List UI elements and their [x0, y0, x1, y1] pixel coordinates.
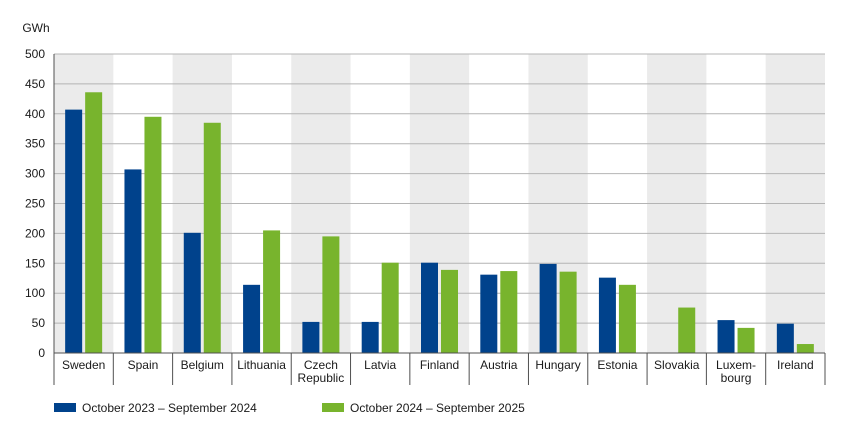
- y-tick-labels: 0 50 100 150 200 250 300 350 400 450 500: [25, 47, 45, 360]
- bar-hungary-series-1: [539, 263, 557, 353]
- axes: [53, 54, 826, 385]
- bar-belgium-series-1: [183, 232, 201, 353]
- bar-ireland-series-2: [796, 344, 814, 353]
- x-tick-labels: Sweden Spain Belgium Lithuania Czech Republic…: [62, 358, 814, 385]
- x-tick-ireland: Ireland: [777, 358, 814, 372]
- x-tick-finland: Finland: [420, 358, 459, 372]
- legend-swatch-1: [54, 403, 76, 412]
- bar-belgium-series-2: [203, 122, 221, 354]
- x-tick-sweden: Sweden: [62, 358, 105, 372]
- y-tick-100: 100: [25, 286, 45, 300]
- y-tick-300: 300: [25, 167, 45, 181]
- y-axis-label: GWh: [22, 21, 49, 35]
- bar-sweden-series-2: [85, 92, 103, 353]
- bar-lithuania-series-1: [243, 284, 261, 353]
- bar-estonia-series-1: [598, 277, 616, 353]
- y-tick-400: 400: [25, 107, 45, 121]
- y-tick-500: 500: [25, 47, 45, 61]
- bar-ireland-series-1: [776, 323, 794, 353]
- x-tick-slovakia: Slovakia: [654, 358, 700, 372]
- bar-estonia-series-2: [618, 284, 636, 353]
- y-tick-50: 50: [32, 316, 46, 330]
- bar-sweden-series-1: [65, 109, 83, 353]
- x-tick-belgium: Belgium: [181, 358, 224, 372]
- x-tick-estonia: Estonia: [597, 358, 637, 372]
- bar-czech-republic-series-1: [302, 321, 320, 353]
- legend-swatch-2: [322, 403, 344, 412]
- x-tick-luxembourg: Luxem-bourg: [716, 358, 756, 385]
- legend: October 2023 – September 2024 October 202…: [54, 401, 525, 415]
- bar-finland-series-1: [421, 262, 438, 353]
- x-tick-spain: Spain: [128, 358, 159, 372]
- x-tick-austria: Austria: [480, 358, 518, 372]
- gridlines: [54, 53, 825, 324]
- bar-latvia-series-2: [381, 262, 399, 353]
- legend-label-1: October 2023 – September 2024: [82, 401, 257, 415]
- x-tick-czech-republic: Czech Republic: [298, 358, 345, 385]
- y-tick-150: 150: [25, 256, 45, 270]
- bar-austria-series-2: [500, 271, 518, 353]
- x-tick-lithuania: Lithuania: [237, 358, 286, 372]
- legend-label-2: October 2024 – September 2025: [350, 401, 525, 415]
- y-tick-450: 450: [25, 77, 45, 91]
- y-tick-0: 0: [38, 346, 45, 360]
- x-tick-latvia: Latvia: [364, 358, 396, 372]
- y-tick-200: 200: [25, 226, 45, 240]
- bar-lithuania-series-2: [263, 230, 281, 353]
- bar-hungary-series-2: [559, 271, 577, 353]
- bar-austria-series-1: [480, 274, 498, 353]
- bar-luxembourg-series-1: [717, 320, 735, 353]
- bar-czech-republic-series-2: [322, 236, 340, 353]
- bar-slovakia-series-2: [678, 307, 696, 353]
- bar-spain-series-1: [124, 169, 142, 353]
- x-tick-hungary: Hungary: [535, 358, 580, 372]
- bars: [65, 92, 814, 354]
- bar-finland-series-2: [441, 269, 458, 353]
- bar-spain-series-2: [144, 116, 162, 353]
- y-tick-250: 250: [25, 197, 45, 211]
- bar-latvia-series-1: [361, 321, 379, 353]
- y-tick-350: 350: [25, 137, 45, 151]
- bar-luxembourg-series-2: [737, 327, 755, 353]
